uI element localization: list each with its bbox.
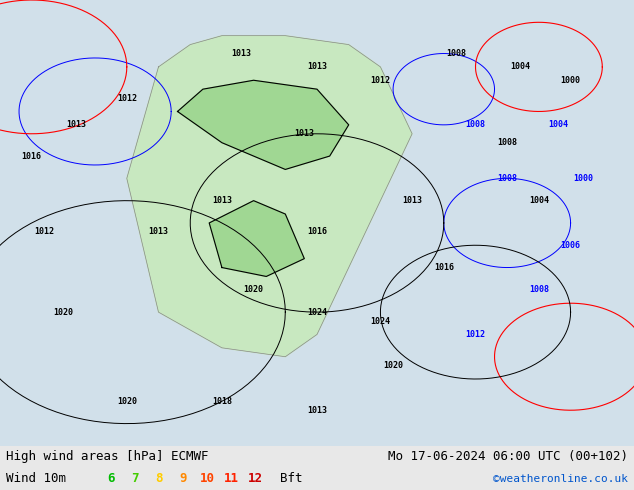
Text: 1008: 1008 bbox=[497, 174, 517, 183]
Text: 1000: 1000 bbox=[573, 174, 593, 183]
Text: 12: 12 bbox=[248, 472, 263, 486]
Text: 1012: 1012 bbox=[34, 227, 55, 236]
Text: 1016: 1016 bbox=[434, 263, 454, 272]
Text: 1004: 1004 bbox=[529, 196, 549, 205]
Text: 1020: 1020 bbox=[243, 285, 264, 294]
Polygon shape bbox=[209, 201, 304, 276]
Text: 1008: 1008 bbox=[465, 121, 486, 129]
Text: ©weatheronline.co.uk: ©weatheronline.co.uk bbox=[493, 474, 628, 484]
Text: 1020: 1020 bbox=[117, 397, 137, 406]
Text: Mo 17-06-2024 06:00 UTC (00+102): Mo 17-06-2024 06:00 UTC (00+102) bbox=[387, 450, 628, 464]
Text: 1013: 1013 bbox=[307, 62, 327, 72]
Text: 6: 6 bbox=[107, 472, 115, 486]
Text: 1013: 1013 bbox=[66, 121, 86, 129]
Text: 1024: 1024 bbox=[370, 317, 391, 325]
Text: 1008: 1008 bbox=[529, 285, 549, 294]
Text: 1000: 1000 bbox=[560, 76, 581, 85]
Text: 1013: 1013 bbox=[148, 227, 169, 236]
Polygon shape bbox=[178, 80, 349, 170]
Text: 1013: 1013 bbox=[212, 196, 232, 205]
Text: 1013: 1013 bbox=[294, 129, 314, 138]
Text: 1012: 1012 bbox=[117, 94, 137, 102]
Text: 1013: 1013 bbox=[231, 49, 251, 58]
Text: 1016: 1016 bbox=[22, 151, 42, 161]
Text: 1004: 1004 bbox=[548, 121, 568, 129]
Text: Wind 10m: Wind 10m bbox=[6, 472, 67, 486]
Text: 1013: 1013 bbox=[307, 406, 327, 415]
Text: 1013: 1013 bbox=[402, 196, 422, 205]
Text: High wind areas [hPa] ECMWF: High wind areas [hPa] ECMWF bbox=[6, 450, 209, 464]
Text: 1006: 1006 bbox=[560, 241, 581, 250]
Text: 8: 8 bbox=[155, 472, 163, 486]
Text: 1018: 1018 bbox=[212, 397, 232, 406]
Text: 1004: 1004 bbox=[510, 62, 530, 72]
Text: 1012: 1012 bbox=[465, 330, 486, 339]
Text: 7: 7 bbox=[131, 472, 139, 486]
Text: 1008: 1008 bbox=[497, 138, 517, 147]
Text: Bft: Bft bbox=[280, 472, 302, 486]
Polygon shape bbox=[127, 36, 412, 357]
Text: 1016: 1016 bbox=[307, 227, 327, 236]
Text: 11: 11 bbox=[224, 472, 239, 486]
Text: 1020: 1020 bbox=[383, 361, 403, 370]
Text: 10: 10 bbox=[200, 472, 215, 486]
Text: 1012: 1012 bbox=[370, 76, 391, 85]
Text: 9: 9 bbox=[179, 472, 187, 486]
Text: 1008: 1008 bbox=[446, 49, 467, 58]
Text: 1020: 1020 bbox=[53, 308, 74, 317]
Text: 1024: 1024 bbox=[307, 308, 327, 317]
